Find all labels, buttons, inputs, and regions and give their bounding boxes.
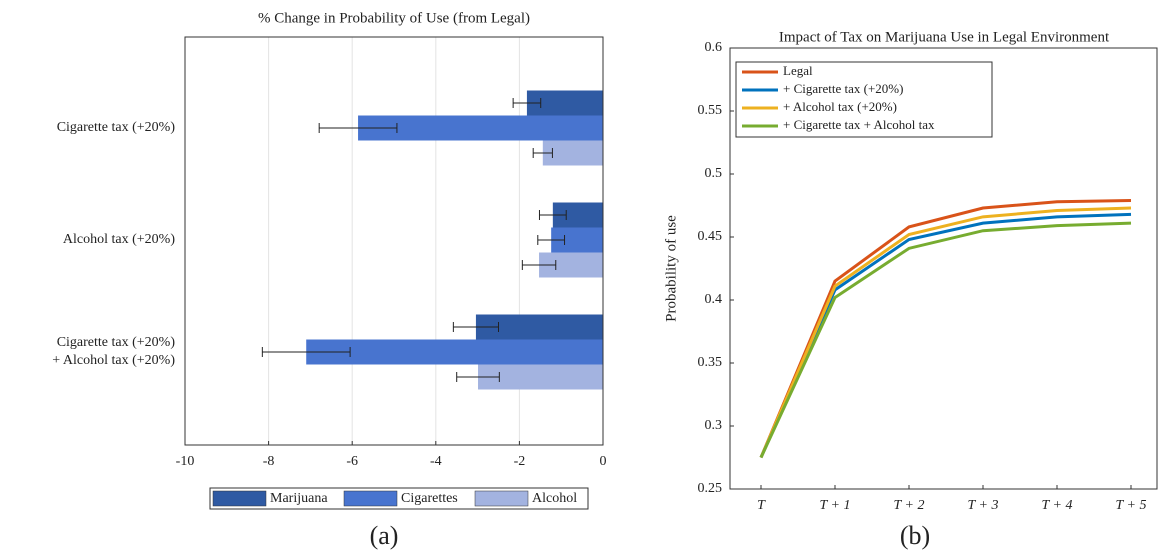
legend-label: Legal <box>783 63 813 78</box>
line <box>759 221 1132 459</box>
legend-label: Alcohol <box>532 491 577 506</box>
x-tick-label: T + 1 <box>820 498 851 513</box>
plot-frame <box>729 47 1158 490</box>
x-tick-label: 0 <box>600 454 607 469</box>
x-tick-label: T <box>757 498 766 513</box>
x-tick-label: -4 <box>430 454 442 469</box>
legend-box <box>735 61 993 138</box>
line <box>759 198 1132 459</box>
y-tick-label: 0.4 <box>705 292 723 307</box>
line <box>759 206 1132 459</box>
y-tick-label: Cigarette tax (+20%) <box>57 335 176 350</box>
legend-swatch <box>474 490 529 507</box>
y-tick-label: 0.35 <box>698 355 723 370</box>
legend-swatch <box>212 490 267 507</box>
y-tick-label: + Alcohol tax (+20%) <box>52 353 175 368</box>
x-tick-label: T + 2 <box>894 498 925 513</box>
chart-title: % Change in Probability of Use (from Leg… <box>258 10 530 26</box>
y-tick-label: 0.3 <box>705 418 723 433</box>
y-tick-label: 0.25 <box>698 481 723 496</box>
legend-label: Cigarettes <box>401 491 458 506</box>
y-tick-label: Alcohol tax (+20%) <box>63 232 175 247</box>
chart-title: Impact of Tax on Marijuana Use in Legal … <box>779 29 1110 45</box>
x-tick-label: -6 <box>346 454 358 469</box>
x-tick-label: -10 <box>176 454 195 469</box>
legend-label: Marijuana <box>270 491 328 506</box>
bar <box>358 115 603 141</box>
y-axis-label: Probability of use <box>663 215 679 322</box>
bar <box>306 339 603 365</box>
legend-swatch <box>343 490 398 507</box>
plot-frame <box>184 36 604 446</box>
legend-label: + Cigarette tax (+20%) <box>783 81 903 96</box>
y-tick-label: Cigarette tax (+20%) <box>57 120 176 135</box>
y-tick-label: 0.6 <box>705 40 723 55</box>
x-tick-label: T + 4 <box>1042 498 1073 513</box>
caption: (a) <box>370 521 399 550</box>
y-tick-label: 0.45 <box>698 229 723 244</box>
legend-label: + Alcohol tax (+20%) <box>783 99 897 114</box>
x-tick-label: -2 <box>514 454 526 469</box>
legend-label: + Cigarette tax + Alcohol tax <box>783 117 935 132</box>
x-tick-label: T + 3 <box>968 498 999 513</box>
y-tick-label: 0.5 <box>705 166 723 181</box>
y-tick-label: 0.55 <box>698 103 723 118</box>
caption: (b) <box>900 521 930 550</box>
x-tick-label: T + 5 <box>1116 498 1147 513</box>
x-tick-label: -8 <box>263 454 275 469</box>
